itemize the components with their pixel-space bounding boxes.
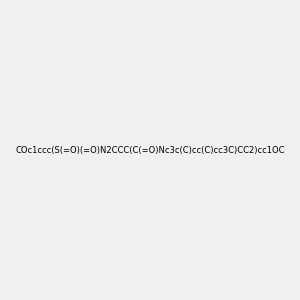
Text: COc1ccc(S(=O)(=O)N2CCC(C(=O)Nc3c(C)cc(C)cc3C)CC2)cc1OC: COc1ccc(S(=O)(=O)N2CCC(C(=O)Nc3c(C)cc(C)… <box>15 146 285 154</box>
